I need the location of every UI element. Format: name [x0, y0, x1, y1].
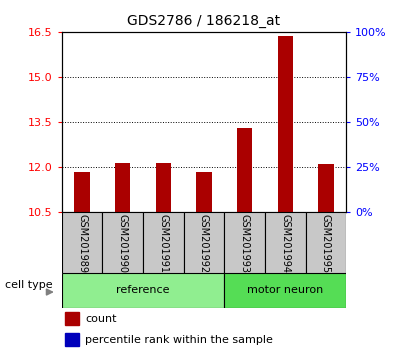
- Text: GSM201990: GSM201990: [118, 214, 128, 273]
- Text: count: count: [85, 314, 117, 324]
- Text: motor neuron: motor neuron: [247, 285, 324, 295]
- Bar: [115, 163, 131, 212]
- Text: GSM201993: GSM201993: [240, 214, 250, 273]
- Text: GSM201994: GSM201994: [280, 214, 290, 273]
- Bar: [237, 128, 252, 212]
- Text: GSM201995: GSM201995: [321, 214, 331, 273]
- Text: GSM201989: GSM201989: [77, 214, 87, 273]
- Bar: [265, 212, 306, 273]
- Text: GSM201992: GSM201992: [199, 214, 209, 273]
- Bar: [224, 273, 346, 308]
- Bar: [74, 172, 90, 212]
- Text: cell type: cell type: [5, 280, 53, 290]
- Title: GDS2786 / 186218_at: GDS2786 / 186218_at: [127, 14, 281, 28]
- Bar: [224, 212, 265, 273]
- Bar: [196, 172, 212, 212]
- Text: reference: reference: [116, 285, 170, 295]
- Bar: [62, 273, 224, 308]
- Bar: [156, 163, 171, 212]
- Bar: [143, 212, 183, 273]
- Bar: [62, 212, 102, 273]
- Text: percentile rank within the sample: percentile rank within the sample: [85, 335, 273, 345]
- Bar: [65, 312, 78, 325]
- Bar: [102, 212, 143, 273]
- Bar: [65, 333, 78, 346]
- Bar: [277, 36, 293, 212]
- Bar: [306, 212, 346, 273]
- Bar: [318, 164, 334, 212]
- Text: GSM201991: GSM201991: [158, 214, 168, 273]
- Bar: [183, 212, 224, 273]
